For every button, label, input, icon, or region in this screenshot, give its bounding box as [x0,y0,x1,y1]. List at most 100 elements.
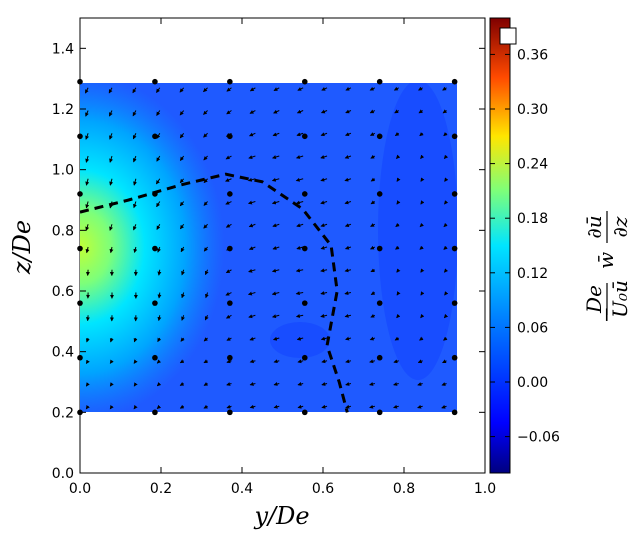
colorbar-tick-label: −0.06 [517,430,560,446]
velocity-arrow [205,292,209,299]
velocity-arrow [345,404,352,409]
velocity-arrow [203,223,208,229]
velocity-arrow [156,87,161,93]
velocity-arrow [248,246,256,250]
measurement-point [301,409,308,416]
velocity-arrow [133,201,137,209]
colorbar-tick-label: 0.30 [517,102,548,118]
measurement-point [451,409,458,416]
velocity-arrow [272,246,280,250]
velocity-arrow [133,359,138,364]
velocity-arrow [395,245,400,250]
velocity-arrow [396,177,401,182]
velocity-arrow [369,382,375,386]
velocity-arrow [394,109,399,114]
measurement-point [227,300,233,306]
x-tick-label: 1.0 [474,481,496,497]
svg-text:∂z: ∂z [608,216,632,237]
velocity-arrow [297,359,304,364]
velocity-arrow [179,359,185,364]
colorbar-ticks: −0.06 0.00 0.06 0.12 0.18 0.24 0.30 0.36 [490,47,560,446]
velocity-arrow [370,291,376,295]
velocity-arrow [273,382,280,386]
velocity-arrow [370,200,376,205]
velocity-arrow [396,291,401,296]
velocity-arrow [297,404,304,409]
velocity-arrow [370,268,376,273]
velocity-arrow [85,246,90,254]
velocity-arrow [271,268,280,273]
velocity-arrow [369,336,376,341]
svg-text:∂ū: ∂ū [582,215,606,238]
velocity-arrow [419,336,424,341]
measurement-point [376,78,383,85]
velocity-arrow [225,269,232,274]
measurement-point [376,409,383,416]
velocity-arrow [344,291,352,296]
velocity-arrow [157,269,162,276]
velocity-arrow [420,268,425,273]
velocity-arrow [108,87,113,94]
velocity-arrow [249,382,256,386]
svg-text:−: − [594,306,618,323]
velocity-arrow [157,292,162,299]
field-lowspot-center [270,322,330,358]
velocity-arrow [417,404,423,409]
velocity-arrow [296,223,304,228]
velocity-arrow [180,246,185,253]
velocity-arrow [272,314,280,319]
measurement-point [152,245,158,252]
velocity-arrow [296,109,304,114]
colorbar-marker [499,27,517,45]
velocity-arrow [155,178,161,185]
velocity-arrow [226,87,232,92]
measurement-point [451,78,458,85]
velocity-arrow [203,359,208,364]
velocity-arrow [393,86,399,91]
velocity-arrow [203,110,208,115]
velocity-arrow [370,177,376,182]
velocity-arrow [85,382,90,387]
measurement-point [152,354,158,361]
velocity-arrow [420,313,425,319]
measurement-point [227,133,233,140]
velocity-arrow [320,132,328,137]
velocity-arrow [85,133,89,140]
velocity-arrow [296,245,304,250]
velocity-arrow [393,404,399,409]
velocity-arrow [344,200,352,205]
velocity-arrow [179,404,185,409]
velocity-arrow [181,315,185,321]
measurement-point [77,354,83,361]
velocity-arrow [179,382,185,386]
velocity-arrow [179,178,185,184]
velocity-arrow [396,154,401,159]
velocity-arrow [444,177,449,182]
velocity-arrow [109,155,113,163]
velocity-arrow [419,222,424,228]
velocity-arrow [249,359,256,364]
velocity-arrow [396,268,401,273]
velocity-arrow [247,177,256,182]
x-tick-label: 0.6 [312,481,334,497]
measurement-point [301,245,308,252]
velocity-arrow [344,223,352,227]
velocity-arrow [420,200,425,205]
velocity-arrow [132,87,137,94]
velocity-arrow [156,224,161,230]
colorbar-tick-label: 0.24 [517,157,548,173]
velocity-arrow [226,110,232,115]
measurement-point [227,78,233,85]
dashed-contour-line [79,172,349,413]
velocity-arrow [344,177,352,182]
field-lowband-right [378,83,457,380]
velocity-arrow [273,87,280,91]
velocity-arrow [133,404,138,410]
velocity-arrow [369,404,375,409]
measurement-point [227,409,233,416]
velocity-arrow [295,155,304,159]
x-tick-label: 0.0 [69,481,91,497]
svg-text:U₀ū: U₀ū [608,280,632,318]
y-tick-label: 0.2 [52,405,74,421]
